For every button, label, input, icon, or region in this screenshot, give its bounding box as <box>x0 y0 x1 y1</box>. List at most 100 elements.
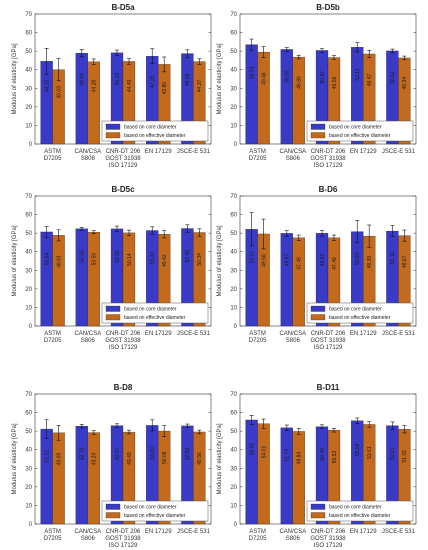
legend-swatch-core <box>105 503 121 510</box>
data-label: 51.12 <box>44 450 50 463</box>
x-category-label: CNR-DT 206 <box>311 149 346 155</box>
data-label: 52.70 <box>80 447 86 460</box>
data-label: 50.64 <box>44 252 50 265</box>
y-tick-label: 50 <box>230 429 237 435</box>
y-axis-label: Modulus of elasticity [GPa] <box>217 225 223 296</box>
y-tick-label: 70 <box>230 12 237 18</box>
y-tick-label: 50 <box>230 49 237 55</box>
x-category-label: CNR-DT 206 <box>311 529 346 535</box>
legend-label: based on core diameter <box>124 125 177 131</box>
x-category-label: S806 <box>286 338 301 344</box>
x-category-label: GOST 31938 <box>310 156 346 162</box>
y-tick-label: 30 <box>230 268 237 274</box>
y-tick-label: 10 <box>230 123 237 129</box>
x-category-label: CAN/CSA <box>279 149 306 155</box>
chart-title: B-D5b <box>316 3 340 12</box>
y-tick-label: 40 <box>230 250 237 256</box>
data-label: 44.37 <box>197 80 203 93</box>
bar-effective <box>52 432 65 525</box>
legend-box <box>306 500 414 522</box>
y-tick-label: 70 <box>25 392 32 398</box>
y-axis-label: Modulus of elasticity [GPa] <box>12 423 18 494</box>
legend-label: based on core diameter <box>329 505 382 511</box>
x-category-label: EN 17129 <box>145 331 172 337</box>
bar-core <box>75 425 88 525</box>
chart-title: B-D8 <box>114 383 133 392</box>
x-category-label: S806 <box>286 156 301 162</box>
legend-swatch-effective <box>105 314 121 321</box>
legend-label: based on core diameter <box>124 505 177 511</box>
legend-swatch-core <box>105 123 121 130</box>
y-tick-label: 60 <box>230 411 237 417</box>
legend-swatch-effective <box>310 512 326 519</box>
y-tick-label: 20 <box>230 287 237 293</box>
bar-core <box>40 231 53 327</box>
y-tick-label: 20 <box>25 105 32 111</box>
data-label: 48.94 <box>80 73 86 86</box>
legend-label: based on core diameter <box>329 125 382 131</box>
y-tick-label: 30 <box>25 268 32 274</box>
x-category-label: ASTM <box>249 529 266 535</box>
legend-swatch-core <box>310 503 326 510</box>
y-tick-label: 20 <box>25 287 32 293</box>
x-category-label: ISO 17129 <box>109 163 138 169</box>
data-label: 48.47 <box>367 74 373 87</box>
y-axis-label: Modulus of elasticity [GPa] <box>12 225 18 296</box>
y-tick-label: 0 <box>234 324 238 330</box>
data-label: 50.12 <box>390 71 396 84</box>
data-label: 50.82 <box>355 252 361 265</box>
y-tick-label: 50 <box>25 49 32 55</box>
y-tick-label: 40 <box>230 448 237 454</box>
x-category-label: ASTM <box>249 149 266 155</box>
y-tick-label: 0 <box>29 522 33 528</box>
data-label: 51.41 <box>150 251 156 264</box>
x-category-label: D7205 <box>249 338 267 344</box>
y-tick-label: 30 <box>25 466 32 472</box>
legend-label: based on effective diameter <box>329 513 391 519</box>
bar-core <box>280 233 293 327</box>
y-tick-label: 10 <box>230 503 237 509</box>
x-category-label: GOST 31938 <box>310 536 346 542</box>
x-category-label: ASTM <box>249 331 266 337</box>
data-label: 52.49 <box>185 250 191 263</box>
x-category-label: JSCE-E 531 <box>177 529 211 535</box>
data-label: 49.84 <box>297 452 303 465</box>
data-label: 50.37 <box>320 71 326 84</box>
bar-effective <box>292 237 305 327</box>
data-label: 48.81 <box>56 255 62 268</box>
x-category-label: CNR-DT 206 <box>311 331 346 337</box>
data-label: 49.09 <box>56 453 62 466</box>
data-label: 53.09 <box>150 447 156 460</box>
y-tick-label: 30 <box>230 466 237 472</box>
data-label: 49.56 <box>197 452 203 465</box>
y-tick-label: 60 <box>230 213 237 219</box>
data-label: 52.97 <box>390 447 396 460</box>
x-category-label: D7205 <box>44 536 62 542</box>
x-category-label: CNR-DT 206 <box>106 331 141 337</box>
x-category-label: ASTM <box>44 529 61 535</box>
legend-swatch-core <box>310 123 326 130</box>
y-tick-label: 30 <box>25 86 32 92</box>
x-category-label: ISO 17129 <box>314 163 343 169</box>
legend-label: based on effective diameter <box>124 513 186 519</box>
y-axis-label: Modulus of elasticity [GPa] <box>12 43 18 114</box>
chart-title: B-D5c <box>111 185 135 194</box>
data-label: 50.34 <box>197 253 203 266</box>
y-tick-label: 50 <box>25 231 32 237</box>
legend-label: based on effective diameter <box>329 315 391 321</box>
chart-panel: B-D5b 0 10 20 30 40 50 60 70 Modulus of elasticit… <box>217 3 417 169</box>
data-label: 49.49 <box>127 452 133 465</box>
data-label: 52.83 <box>185 447 191 460</box>
data-label: 55.58 <box>355 443 361 456</box>
x-category-label: D7205 <box>44 338 62 344</box>
data-label: 46.34 <box>402 77 408 90</box>
legend-swatch-core <box>310 305 326 312</box>
chart-panel: B-D5c 0 10 20 30 40 50 60 70 Modulus of elasticit… <box>12 185 212 351</box>
data-label: 49.42 <box>162 254 168 267</box>
y-tick-label: 40 <box>25 448 32 454</box>
bar-core <box>245 419 258 525</box>
data-label: 52.11 <box>355 68 361 80</box>
chart-title: B-D5a <box>111 3 135 12</box>
data-label: 52.07 <box>249 250 255 263</box>
x-category-label: EN 17129 <box>145 149 172 155</box>
